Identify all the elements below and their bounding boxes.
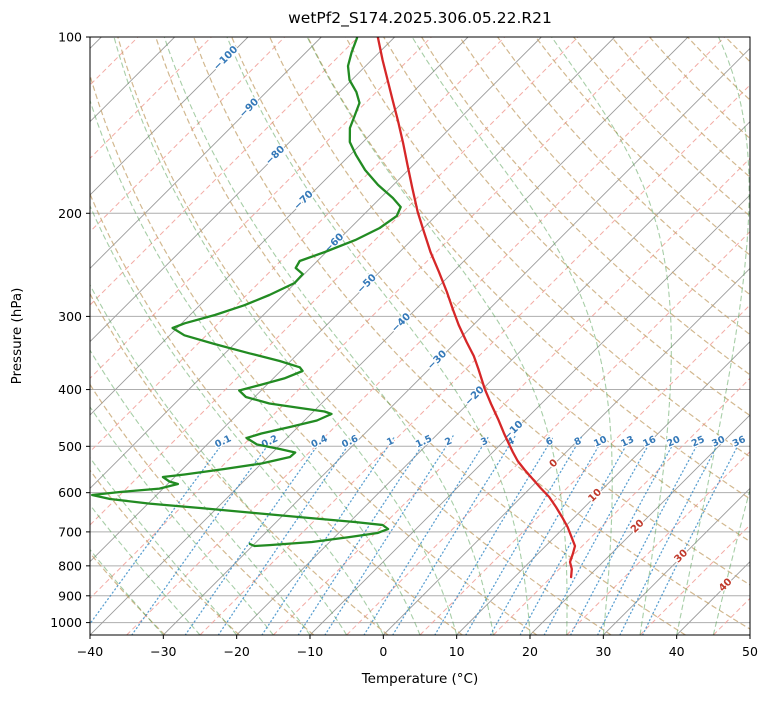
svg-text:20: 20 bbox=[665, 434, 682, 450]
svg-text:10: 10 bbox=[592, 434, 609, 450]
svg-text:300: 300 bbox=[58, 309, 82, 324]
svg-text:−10: −10 bbox=[297, 644, 323, 659]
svg-text:30: 30 bbox=[710, 434, 727, 450]
svg-text:0: 0 bbox=[379, 644, 387, 659]
isotherms-minor bbox=[90, 37, 750, 635]
svg-text:1.5: 1.5 bbox=[414, 433, 434, 450]
x-axis-label: Temperature (°C) bbox=[361, 671, 479, 687]
svg-text:100: 100 bbox=[58, 30, 82, 45]
svg-text:500: 500 bbox=[58, 439, 82, 454]
svg-text:0.6: 0.6 bbox=[340, 433, 360, 450]
svg-text:1000: 1000 bbox=[50, 615, 82, 630]
svg-text:20: 20 bbox=[522, 644, 538, 659]
temperature-curve bbox=[376, 37, 577, 579]
chart-title: wetPf2_S174.2025.306.05.22.R21 bbox=[288, 9, 552, 27]
svg-text:40: 40 bbox=[669, 644, 685, 659]
moist-adiabats bbox=[90, 37, 750, 635]
axes: −40 −30 −20 −10 0 10 20 30 40 50 100 200 300 400 500 60… bbox=[49, 28, 759, 660]
dry-adiabats bbox=[90, 37, 750, 635]
svg-text:400: 400 bbox=[58, 382, 82, 397]
dewpoint-curve bbox=[90, 37, 402, 548]
svg-text:900: 900 bbox=[58, 588, 82, 603]
mixing-ratio-lines bbox=[90, 435, 744, 635]
svg-text:30: 30 bbox=[595, 644, 611, 659]
svg-text:700: 700 bbox=[58, 524, 82, 539]
svg-text:800: 800 bbox=[58, 558, 82, 573]
svg-text:36: 36 bbox=[731, 434, 748, 450]
svg-text:−20: −20 bbox=[223, 644, 249, 659]
svg-text:600: 600 bbox=[58, 485, 82, 500]
svg-text:200: 200 bbox=[58, 206, 82, 221]
svg-text:0.4: 0.4 bbox=[310, 433, 330, 450]
isotherms bbox=[90, 37, 750, 635]
svg-text:13: 13 bbox=[619, 434, 636, 450]
svg-text:−40: −40 bbox=[77, 644, 103, 659]
y-axis-label: Pressure (hPa) bbox=[9, 287, 25, 385]
svg-text:50: 50 bbox=[742, 644, 758, 659]
pressure-gridlines bbox=[90, 37, 750, 624]
svg-text:10: 10 bbox=[449, 644, 465, 659]
svg-text:−30: −30 bbox=[150, 644, 176, 659]
